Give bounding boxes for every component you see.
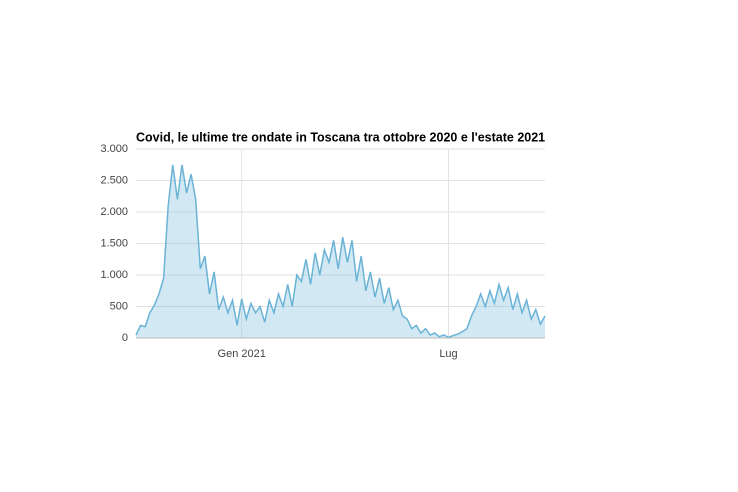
y-tick-label: 2.000: [100, 206, 128, 218]
y-tick-label: 3.000: [100, 143, 128, 155]
x-tick-label: Lug: [439, 348, 457, 360]
area-line: [135, 164, 546, 339]
x-tick-label: Gen 2021: [218, 348, 266, 360]
y-tick-label: 1.000: [100, 269, 128, 281]
area-fill: [136, 164, 545, 338]
y-tick-label: 1.500: [100, 237, 128, 249]
y-tick-label: 0: [122, 332, 128, 344]
y-tick-label: 500: [110, 300, 128, 312]
y-tick-label: 2.500: [100, 174, 128, 186]
chart-title: Covid, le ultime tre ondate in Toscana t…: [136, 130, 545, 144]
